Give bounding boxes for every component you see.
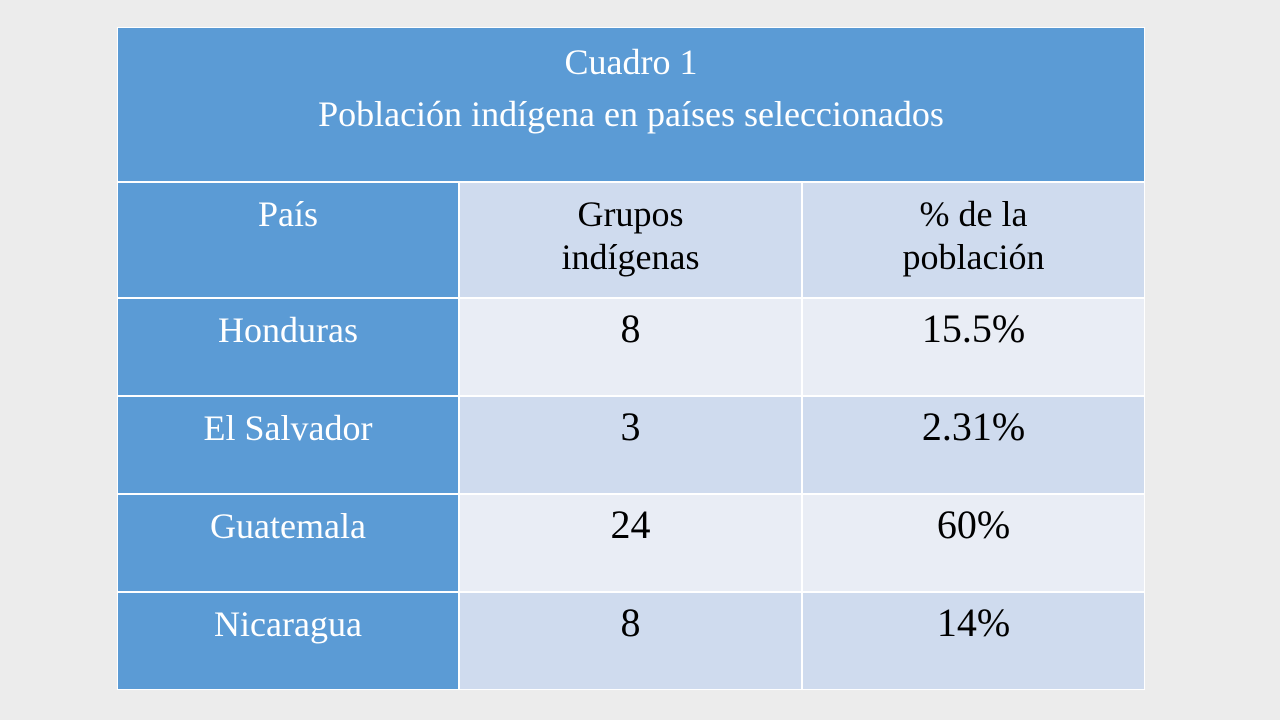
header-cell: % de la población (802, 182, 1145, 298)
table-cell: 24 (459, 494, 802, 592)
header-cell: País (117, 182, 459, 298)
row-label: Honduras (117, 298, 459, 396)
table-cell: 15.5% (802, 298, 1145, 396)
header-cell: Grupos indígenas (459, 182, 802, 298)
row-label: Nicaragua (117, 592, 459, 690)
table-cell: 2.31% (802, 396, 1145, 494)
table-cell: 3 (459, 396, 802, 494)
title-line: Población indígena en países seleccionad… (318, 94, 944, 135)
row-label: Guatemala (117, 494, 459, 592)
table-cell: 60% (802, 494, 1145, 592)
title-line: Cuadro 1 (564, 42, 698, 82)
table-title: Cuadro 1 Población indígena en países se… (117, 27, 1145, 182)
table-cell: 8 (459, 298, 802, 396)
table-cell: 14% (802, 592, 1145, 690)
row-label: El Salvador (117, 396, 459, 494)
table-cell: 8 (459, 592, 802, 690)
